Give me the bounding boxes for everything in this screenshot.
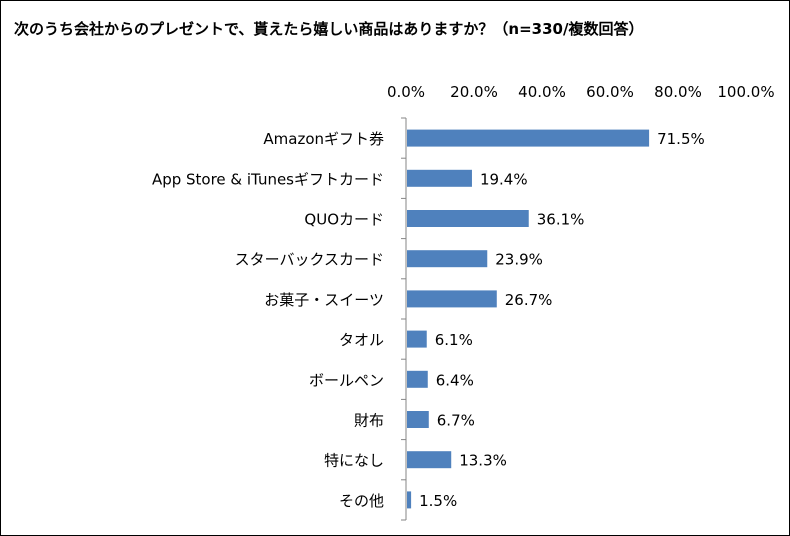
category-axis (401, 117, 407, 521)
category-label: 財布 (354, 412, 384, 430)
bar (407, 210, 529, 227)
category-label: App Store & iTunesギフトカード (152, 170, 384, 188)
data-label: 19.4% (480, 170, 528, 188)
data-label: 26.7% (505, 291, 553, 309)
category-label: その他 (339, 492, 384, 510)
bar (407, 129, 650, 147)
data-label: 71.5% (657, 130, 705, 148)
data-label: 36.1% (537, 211, 585, 229)
bar (407, 169, 472, 187)
x-tick-label: 40.0% (518, 83, 566, 101)
category-label: Amazonギフト券 (263, 130, 384, 148)
bar (407, 491, 412, 509)
x-tick-label: 80.0% (654, 83, 702, 101)
x-tick-label: 60.0% (586, 83, 634, 101)
data-label: 6.7% (437, 412, 475, 430)
bar (407, 330, 427, 348)
category-label: タオル (339, 331, 384, 349)
category-label: 特になし (324, 452, 384, 470)
chart-title: 次のうち会社からのプレゼントで、貰えたら嬉しい商品はありますか？（n=330/複… (14, 20, 644, 38)
data-label: 1.5% (419, 492, 457, 510)
bars: Amazonギフト券 71.5% App Store & iTunesギフトカード 1… (152, 129, 705, 510)
bar (407, 411, 429, 428)
x-tick-label: 100.0% (717, 83, 774, 101)
x-tick-labels: 0.0% 20.0% 40.0% 60.0% 80.0% 100.0% (387, 83, 775, 101)
category-label: ボールペン (309, 371, 384, 389)
data-label: 13.3% (459, 452, 507, 470)
bar (407, 451, 452, 469)
bar (407, 250, 488, 268)
data-label: 6.4% (436, 371, 474, 389)
bar (407, 290, 497, 308)
data-label: 23.9% (495, 251, 543, 269)
data-label: 6.1% (435, 331, 473, 349)
bar (407, 370, 428, 388)
category-label: QUOカード (304, 211, 384, 229)
x-tick-label: 0.0% (387, 83, 425, 101)
category-label: お菓子・スイーツ (264, 291, 384, 309)
x-tick-label: 20.0% (450, 83, 498, 101)
category-label: スターバックスカード (235, 251, 384, 269)
